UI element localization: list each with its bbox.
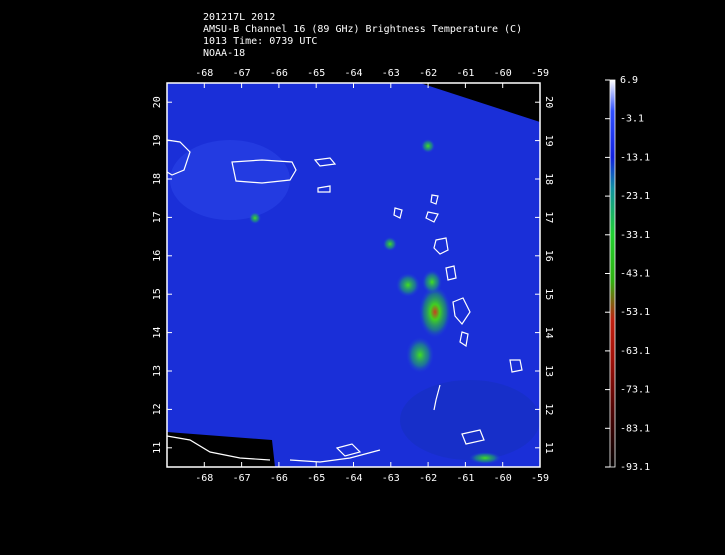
lon-label: -67 — [233, 473, 251, 484]
colorbar-label: -33.1 — [620, 230, 650, 241]
lat-label: 17 — [152, 211, 163, 223]
lat-label: 14 — [543, 327, 554, 339]
lon-label: -64 — [344, 68, 362, 79]
convection-blob — [421, 139, 435, 153]
island-hispaniola — [166, 139, 191, 176]
lon-label: -62 — [419, 473, 437, 484]
coastlines — [166, 139, 523, 463]
lat-label: 18 — [543, 173, 554, 185]
colorbar-label: -53.1 — [620, 307, 650, 318]
island-guadeloupe — [433, 237, 449, 255]
lon-label: -59 — [531, 473, 549, 484]
island — [393, 207, 403, 219]
colorbar-label: -13.1 — [620, 152, 650, 163]
lat-label: 20 — [543, 96, 554, 108]
colorbar-label: -3.1 — [620, 114, 644, 125]
lat-label: 19 — [152, 135, 163, 147]
convection-blob — [383, 237, 397, 251]
lon-label: -68 — [195, 68, 213, 79]
colorbar-label: -23.1 — [620, 191, 650, 202]
lat-label: 11 — [152, 442, 163, 454]
convection-blob — [396, 273, 420, 297]
lat-label: 17 — [543, 211, 554, 223]
island-barbados — [509, 359, 523, 373]
coast-south-america — [289, 449, 381, 463]
convection-blob — [406, 337, 434, 373]
lon-label: -66 — [270, 473, 288, 484]
lat-label: 11 — [543, 442, 554, 454]
lat-label: 20 — [152, 96, 163, 108]
island-puerto-rico — [231, 159, 297, 184]
lon-label: -60 — [494, 473, 512, 484]
lat-label: 14 — [152, 327, 163, 339]
island-st-lucia — [459, 331, 469, 348]
map-axes: -68 -68 -67 -67 -66 -66 -65 -65 -64 -64 -63 -63 -62 -… — [152, 68, 554, 484]
lon-label: -66 — [270, 68, 288, 79]
lat-label: 16 — [152, 250, 163, 262]
island — [313, 157, 337, 167]
lat-label: 13 — [152, 365, 163, 377]
colorbar-label: 6.9 — [620, 75, 638, 86]
colorbar — [609, 79, 616, 468]
lon-label: -61 — [456, 68, 474, 79]
island — [425, 211, 439, 223]
lat-label: 12 — [543, 403, 554, 415]
field-patch — [400, 380, 540, 460]
coast-south-america — [166, 435, 271, 461]
island-dominica — [445, 265, 457, 281]
title-line: NOAA-18 — [203, 48, 245, 59]
lat-label: 12 — [152, 403, 163, 415]
island-chain — [433, 384, 441, 411]
lat-label: 18 — [152, 173, 163, 185]
lon-label: -67 — [233, 68, 251, 79]
lon-label: -63 — [382, 68, 400, 79]
lon-label: -60 — [494, 68, 512, 79]
convection-blob — [469, 452, 501, 464]
lon-label: -68 — [195, 473, 213, 484]
island-trinidad — [461, 429, 485, 445]
lat-label: 15 — [152, 288, 163, 300]
colorbar-label: -83.1 — [620, 423, 650, 434]
lon-label: -59 — [531, 68, 549, 79]
lon-label: -63 — [382, 473, 400, 484]
lat-label: 19 — [543, 135, 554, 147]
convection-blob — [422, 270, 442, 294]
convection-blob — [249, 212, 261, 224]
colorbar-label: -63.1 — [620, 346, 650, 357]
colorbar-labels: 6.9 -3.1 -13.1 -23.1 -33.1 -43.1 -53.1 -63.1 -73… — [605, 75, 650, 473]
lon-label: -62 — [419, 68, 437, 79]
colorbar-label: -93.1 — [620, 462, 650, 473]
island-martinique — [452, 297, 471, 325]
lon-label: -61 — [456, 473, 474, 484]
lon-label: -64 — [344, 473, 362, 484]
colorbar-label: -73.1 — [620, 385, 650, 396]
title-line: AMSU-B Channel 16 (89 GHz) Brightness Te… — [203, 24, 522, 35]
island — [430, 194, 439, 205]
field-patch — [170, 140, 290, 220]
convection-blob — [419, 286, 451, 338]
title-line: 1013 Time: 0739 UTC — [203, 36, 317, 47]
lat-label: 15 — [543, 288, 554, 300]
lon-label: -65 — [307, 68, 325, 79]
lat-label: 13 — [543, 365, 554, 377]
title-line: 201217L 2012 — [203, 12, 275, 23]
lat-label: 16 — [543, 250, 554, 262]
island — [317, 185, 331, 193]
lon-label: -65 — [307, 473, 325, 484]
island — [335, 443, 362, 457]
colorbar-label: -43.1 — [620, 269, 650, 280]
